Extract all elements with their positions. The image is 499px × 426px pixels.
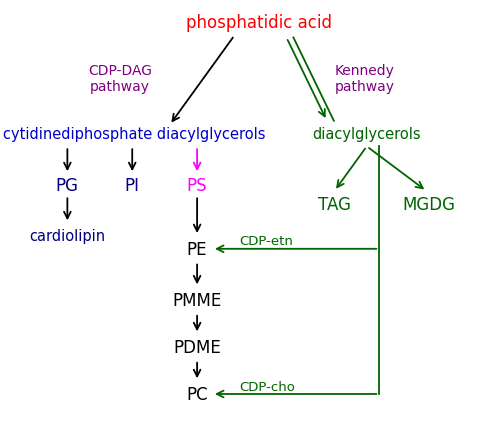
Text: diacylglycerols: diacylglycerols bbox=[312, 127, 421, 142]
Text: MGDG: MGDG bbox=[403, 196, 456, 213]
Text: PE: PE bbox=[187, 240, 208, 258]
Text: CDP-etn: CDP-etn bbox=[240, 234, 293, 247]
Text: PG: PG bbox=[56, 176, 79, 194]
Text: PS: PS bbox=[187, 176, 208, 194]
Text: cardiolipin: cardiolipin bbox=[29, 229, 105, 244]
Text: PMME: PMME bbox=[173, 291, 222, 309]
Text: phosphatidic acid: phosphatidic acid bbox=[187, 14, 332, 32]
Text: Kennedy
pathway: Kennedy pathway bbox=[334, 64, 394, 94]
Text: CDP-DAG
pathway: CDP-DAG pathway bbox=[88, 64, 152, 94]
Text: cytidinediphosphate diacylglycerols: cytidinediphosphate diacylglycerols bbox=[3, 127, 266, 142]
Text: CDP-cho: CDP-cho bbox=[240, 380, 295, 393]
Text: PC: PC bbox=[186, 385, 208, 403]
Text: PDME: PDME bbox=[173, 338, 221, 356]
Text: PI: PI bbox=[125, 176, 140, 194]
Text: TAG: TAG bbox=[318, 196, 351, 213]
